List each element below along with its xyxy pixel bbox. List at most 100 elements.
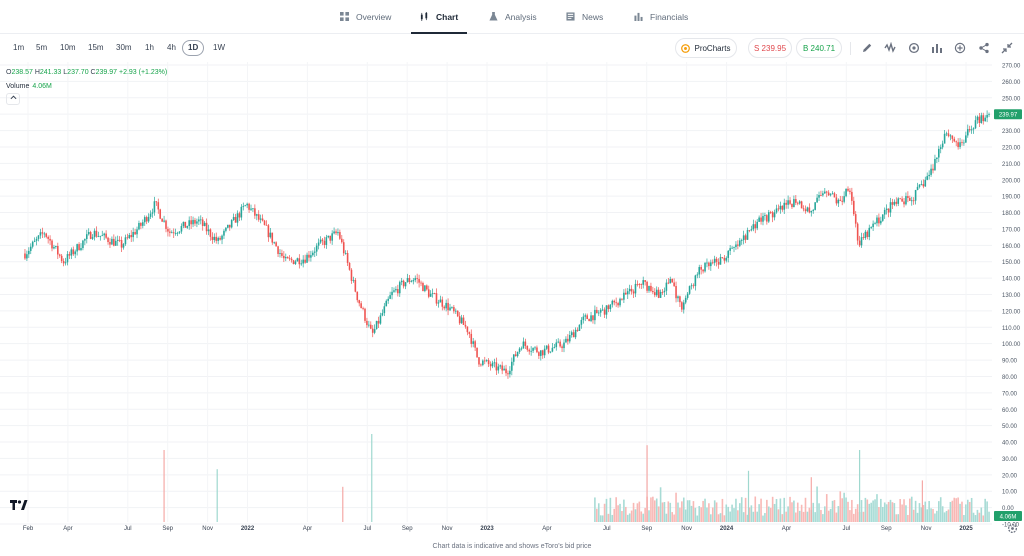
volume-bar: [617, 505, 619, 522]
candle-body: [580, 319, 583, 325]
volume-spike: [810, 477, 812, 522]
candle-body: [764, 215, 766, 217]
volume-bar: [978, 512, 981, 522]
timeframe-30m[interactable]: 30m: [116, 43, 132, 52]
volume-bar: [769, 507, 772, 522]
candle-body: [310, 255, 312, 258]
candle-body: [822, 193, 824, 196]
volume-bar: [640, 511, 643, 522]
x-tick-label: Feb: [23, 526, 34, 532]
compare-icon[interactable]: [908, 42, 920, 54]
candle-body: [358, 300, 361, 304]
candle-body: [240, 206, 243, 218]
candle-body: [254, 208, 256, 216]
candle-body: [76, 244, 78, 252]
volume-bar: [883, 502, 886, 522]
candle-body: [874, 223, 876, 225]
candle-body: [713, 258, 716, 263]
candle-body: [739, 240, 741, 246]
candle-body: [136, 229, 138, 235]
candle-body: [781, 205, 784, 210]
candle-body: [543, 348, 546, 356]
candle-body: [113, 238, 115, 246]
candle-body: [418, 278, 420, 283]
candle-body: [907, 196, 909, 198]
volume-bar: [725, 504, 728, 522]
bar-chart-icon: [634, 12, 643, 21]
chart-type-icon[interactable]: [931, 42, 943, 54]
y-tick-label: 30.00: [1002, 457, 1018, 463]
candle-body: [868, 227, 871, 238]
candle-body: [864, 231, 867, 238]
candle-body: [474, 341, 476, 348]
candle-body: [963, 142, 965, 144]
timeframe-1w[interactable]: 1W: [213, 43, 225, 52]
collapse-icon[interactable]: [1001, 42, 1013, 54]
candle-body: [362, 308, 364, 309]
timeframe-4h[interactable]: 4h: [167, 43, 176, 52]
candle-body: [140, 223, 142, 226]
candle-body: [194, 219, 196, 224]
pencil-icon[interactable]: [861, 42, 873, 54]
collapse-legend-button[interactable]: [6, 93, 20, 105]
y-tick-label: 110.00: [1002, 326, 1021, 332]
candle-body: [288, 258, 291, 260]
tab-analysis[interactable]: Analysis: [489, 0, 537, 33]
candle-body: [775, 208, 778, 213]
volume-spike: [371, 434, 373, 522]
candle-body: [174, 233, 177, 235]
volume-bar: [717, 514, 720, 522]
candle-body: [449, 307, 451, 311]
candle-body: [661, 291, 664, 293]
y-tick-label: 170.00: [1002, 227, 1021, 233]
candle-body: [279, 253, 281, 254]
volume-bar: [719, 513, 722, 522]
volume-bar: [984, 498, 986, 522]
candle-body: [930, 168, 932, 175]
volume-bar: [785, 511, 787, 522]
volume-bar: [961, 501, 963, 522]
candle-body: [586, 315, 588, 320]
timeframe-10m[interactable]: 10m: [60, 43, 76, 52]
y-tick-label: 40.00: [1002, 441, 1018, 447]
y-tick-label: 130.00: [1002, 293, 1021, 299]
timeframe-1m[interactable]: 1m: [13, 43, 25, 52]
timeframe-1d[interactable]: 1D: [182, 40, 204, 56]
buy-button[interactable]: B 240.71: [796, 38, 842, 58]
candle-body: [342, 242, 345, 254]
volume-bar: [866, 499, 869, 522]
tab-chart[interactable]: Chart: [410, 0, 468, 34]
candle-body: [57, 245, 59, 255]
candle-body: [574, 329, 577, 338]
candle-body: [630, 288, 633, 292]
volume-bar: [781, 514, 784, 522]
candle-body: [909, 197, 911, 201]
candle-body: [176, 232, 179, 234]
timeframe-15m[interactable]: 15m: [88, 43, 104, 52]
timeframe-1h[interactable]: 1h: [145, 43, 154, 52]
price-chart[interactable]: 270.00260.00250.00240.00230.00220.00210.…: [0, 62, 1024, 540]
sell-button[interactable]: S 239.95: [748, 38, 792, 58]
candle-body: [501, 365, 503, 371]
timeframe-5m[interactable]: 5m: [36, 43, 48, 52]
add-alert-icon[interactable]: [954, 42, 966, 54]
candle-body: [891, 202, 894, 205]
candle-body: [978, 116, 981, 123]
candle-body: [207, 229, 210, 232]
candle-body: [980, 115, 983, 123]
volume-bar: [885, 504, 888, 522]
share-icon[interactable]: [978, 42, 990, 54]
indicators-icon[interactable]: [884, 42, 896, 54]
chart-settings-icon[interactable]: [1007, 523, 1018, 534]
candle-body: [97, 236, 100, 237]
tradingview-logo[interactable]: [10, 499, 28, 513]
tab-news[interactable]: News: [566, 0, 603, 33]
volume-bar: [762, 515, 764, 522]
ohlc-legend: O238.57 H241.33 L237.70 C239.97 +2.93 (+…: [6, 69, 167, 76]
volume-spike: [646, 445, 648, 522]
procharts-button[interactable]: ProCharts: [675, 38, 737, 58]
volume-bar: [688, 500, 691, 522]
volume-bar: [777, 509, 780, 522]
tab-overview[interactable]: Overview: [340, 0, 391, 33]
tab-financials[interactable]: Financials: [634, 0, 688, 33]
